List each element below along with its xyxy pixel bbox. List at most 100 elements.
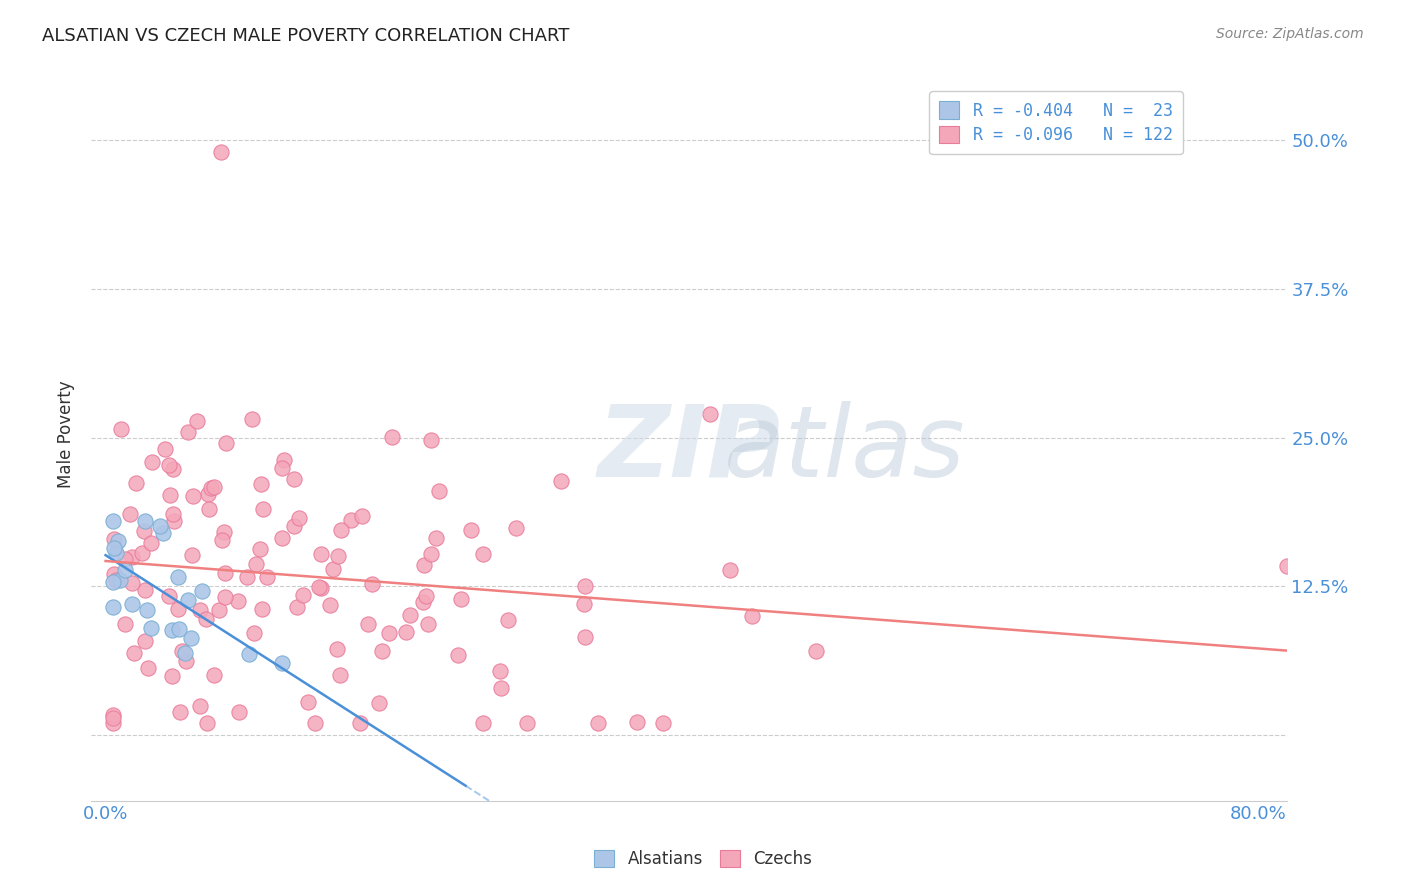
Point: [450, 592, 472, 607]
Point: [427, 484, 450, 499]
Point: [416, 617, 439, 632]
Point: [125, 476, 148, 491]
Point: [114, 551, 136, 566]
Point: [105, 546, 128, 560]
Point: [131, 546, 153, 560]
Point: [395, 625, 418, 640]
Point: [446, 648, 468, 662]
Point: [202, 668, 225, 682]
Point: [153, 442, 176, 456]
Point: [191, 584, 214, 599]
Point: [114, 616, 136, 631]
Point: [489, 681, 512, 695]
Point: [496, 613, 519, 627]
Point: [360, 577, 382, 591]
Point: [174, 654, 197, 668]
Point: [415, 589, 437, 603]
Point: [250, 602, 273, 616]
Point: [122, 646, 145, 660]
Point: [381, 430, 404, 444]
Point: [166, 570, 188, 584]
Point: [240, 412, 263, 426]
Point: [157, 589, 180, 603]
Point: [180, 548, 202, 562]
Point: [326, 642, 349, 657]
Point: [200, 481, 222, 495]
Point: [188, 603, 211, 617]
Point: [804, 643, 827, 657]
Point: [420, 547, 443, 561]
Point: [288, 511, 311, 525]
Point: [107, 533, 129, 548]
Point: [243, 626, 266, 640]
Point: [371, 644, 394, 658]
Point: [177, 425, 200, 439]
Point: [103, 708, 125, 723]
Point: [741, 609, 763, 624]
Point: [139, 536, 162, 550]
Point: [134, 582, 156, 597]
Point: [160, 623, 183, 637]
Point: [172, 644, 194, 658]
Point: [245, 557, 267, 571]
Point: [574, 579, 596, 593]
Point: [283, 472, 305, 486]
Point: [271, 656, 294, 670]
Point: [283, 519, 305, 533]
Point: [330, 523, 353, 537]
Legend: R = -0.404   N =  23, R = -0.096   N = 122: R = -0.404 N = 23, R = -0.096 N = 122: [929, 92, 1182, 154]
Text: atlas: atlas: [724, 401, 965, 498]
Point: [214, 591, 236, 605]
Text: Source: ZipAtlas.com: Source: ZipAtlas.com: [1216, 27, 1364, 41]
Point: [699, 407, 721, 421]
Point: [209, 145, 232, 159]
Point: [208, 603, 231, 617]
Point: [152, 526, 174, 541]
Point: [574, 630, 596, 644]
Point: [139, 621, 162, 635]
Point: [1275, 558, 1298, 573]
Point: [413, 558, 436, 573]
Point: [419, 433, 441, 447]
Y-axis label: Male Poverty: Male Poverty: [58, 381, 75, 489]
Point: [304, 716, 326, 731]
Point: [586, 716, 609, 731]
Point: [160, 669, 183, 683]
Point: [134, 514, 156, 528]
Point: [291, 588, 314, 602]
Point: [121, 550, 143, 565]
Point: [163, 514, 186, 528]
Point: [471, 547, 494, 561]
Point: [195, 716, 218, 731]
Point: [626, 715, 648, 730]
Point: [101, 600, 124, 615]
Text: ALSATIAN VS CZECH MALE POVERTY CORRELATION CHART: ALSATIAN VS CZECH MALE POVERTY CORRELATI…: [42, 27, 569, 45]
Point: [378, 626, 401, 640]
Point: [319, 598, 342, 612]
Point: [652, 716, 675, 731]
Point: [212, 525, 235, 540]
Point: [273, 452, 295, 467]
Point: [141, 455, 163, 469]
Point: [177, 592, 200, 607]
Point: [214, 566, 236, 580]
Point: [252, 502, 274, 516]
Point: [197, 502, 219, 516]
Point: [357, 616, 380, 631]
Text: ZIP: ZIP: [598, 401, 780, 498]
Point: [489, 664, 512, 678]
Point: [460, 523, 482, 537]
Point: [322, 562, 344, 576]
Point: [167, 622, 190, 636]
Point: [136, 661, 159, 675]
Point: [516, 716, 538, 731]
Point: [181, 489, 204, 503]
Point: [236, 570, 259, 584]
Point: [228, 593, 250, 607]
Point: [285, 600, 308, 615]
Point: [174, 646, 197, 660]
Point: [308, 581, 330, 595]
Point: [194, 612, 217, 626]
Point: [101, 574, 124, 589]
Point: [110, 422, 132, 436]
